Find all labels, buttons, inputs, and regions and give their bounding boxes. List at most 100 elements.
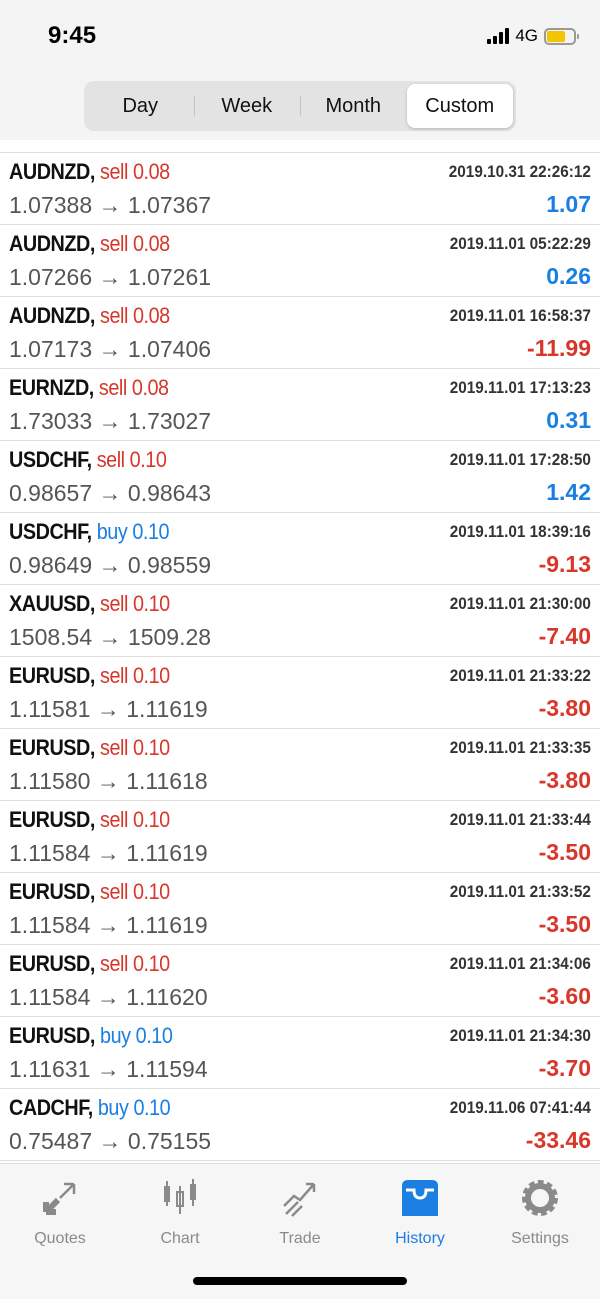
tab-label: Quotes — [34, 1230, 86, 1247]
trade-symbol: EURUSD, sell 0.10 — [9, 807, 170, 833]
history-list: AUDNZD, sell 0.08 2019.10.31 22:26:12 1.… — [0, 153, 600, 1161]
trade-symbol: EURUSD, sell 0.10 — [9, 951, 170, 977]
segment-week[interactable]: Week — [193, 84, 301, 128]
trade-side-volume: sell 0.08 — [100, 303, 170, 328]
tab-quotes[interactable]: Quotes — [0, 1164, 120, 1299]
trade-profit: -3.50 — [538, 911, 591, 937]
gear-icon — [522, 1180, 558, 1216]
trade-side-volume: sell 0.08 — [100, 231, 170, 256]
symbol: EURUSD, — [9, 951, 95, 976]
trade-time: 2019.11.06 07:41:44 — [449, 1098, 591, 1117]
trade-side-volume: sell 0.10 — [100, 663, 170, 688]
trade-time: 2019.10.31 22:26:12 — [448, 162, 591, 181]
trade-profit: -3.60 — [538, 983, 591, 1009]
trade-time: 2019.11.01 18:39:16 — [449, 522, 591, 541]
trade-prices: 1.07266 → 1.07261 — [9, 264, 212, 290]
trade-time: 2019.11.01 16:58:37 — [449, 306, 591, 325]
trade-prices: 1.11580 → 1.11618 — [9, 768, 208, 794]
header: 9:45 4G Day Week Month Custom — [0, 0, 600, 140]
tab-bar: Quotes Chart Trade History Settings — [0, 1163, 600, 1299]
tab-label: Trade — [279, 1230, 321, 1247]
quotes-icon — [43, 1182, 76, 1215]
trade-side-volume: buy 0.10 — [100, 1023, 173, 1048]
trade-prices: 1.11631 → 1.11594 — [9, 1056, 208, 1082]
trade-row[interactable]: USDCHF, sell 0.10 2019.11.01 17:28:50 0.… — [0, 441, 600, 513]
trade-profit: -3.70 — [538, 1055, 591, 1081]
trade-row[interactable]: EURUSD, sell 0.10 2019.11.01 21:33:22 1.… — [0, 657, 600, 729]
trade-prices: 0.98649 → 0.98559 — [9, 552, 212, 578]
symbol: EURUSD, — [9, 879, 95, 904]
trade-prices: 1.11581 → 1.11619 — [9, 696, 208, 722]
battery-icon — [544, 27, 579, 45]
symbol: EURUSD, — [9, 1023, 95, 1048]
trade-time: 2019.11.01 21:34:30 — [449, 1026, 591, 1045]
trade-row[interactable]: CADCHF, buy 0.10 2019.11.06 07:41:44 0.7… — [0, 1089, 600, 1161]
home-indicator — [193, 1277, 407, 1285]
symbol: CADCHF, — [9, 1095, 93, 1120]
trade-row[interactable]: EURUSD, sell 0.10 2019.11.01 21:34:06 1.… — [0, 945, 600, 1017]
tab-chart[interactable]: Chart — [120, 1164, 240, 1299]
trade-prices: 1.11584 → 1.11619 — [9, 912, 208, 938]
segment-month[interactable]: Month — [300, 84, 407, 128]
trade-side-volume: sell 0.10 — [100, 807, 170, 832]
tab-label: History — [395, 1230, 445, 1247]
tab-trade[interactable]: Trade — [240, 1164, 360, 1299]
status-time: 9:45 — [48, 22, 97, 49]
trade-prices: 1508.54 → 1509.28 — [9, 624, 212, 650]
segment-custom[interactable]: Custom — [406, 84, 513, 128]
symbol: EURNZD, — [9, 375, 94, 400]
trade-row[interactable]: AUDNZD, sell 0.08 2019.11.01 16:58:37 1.… — [0, 297, 600, 369]
trade-prices: 1.11584 → 1.11619 — [9, 840, 208, 866]
trade-symbol: USDCHF, sell 0.10 — [9, 447, 167, 473]
trade-profit: 1.42 — [546, 479, 591, 505]
tab-settings[interactable]: Settings — [480, 1164, 600, 1299]
trade-row[interactable]: AUDNZD, sell 0.08 2019.10.31 22:26:12 1.… — [0, 153, 600, 225]
trade-symbol: XAUUSD, sell 0.10 — [9, 591, 170, 617]
tab-label: Chart — [160, 1230, 200, 1247]
trade-row[interactable]: EURNZD, sell 0.08 2019.11.01 17:13:23 1.… — [0, 369, 600, 441]
symbol: USDCHF, — [9, 519, 92, 544]
trade-profit: -3.80 — [538, 767, 591, 793]
symbol: EURUSD, — [9, 735, 95, 760]
trade-symbol: CADCHF, buy 0.10 — [9, 1095, 171, 1121]
trade-time: 2019.11.01 17:13:23 — [449, 378, 591, 397]
segment-day[interactable]: Day — [122, 94, 159, 117]
trade-time: 2019.11.01 21:33:52 — [449, 882, 591, 901]
trade-profit: 0.26 — [546, 263, 591, 289]
tab-history[interactable]: History — [360, 1164, 480, 1299]
trade-row[interactable]: XAUUSD, sell 0.10 2019.11.01 21:30:00 15… — [0, 585, 600, 657]
trade-side-volume: sell 0.10 — [96, 447, 167, 472]
trade-side-volume: sell 0.08 — [98, 375, 169, 400]
trade-time: 2019.11.01 21:33:44 — [449, 810, 591, 829]
symbol: AUDNZD, — [9, 231, 95, 256]
trade-row[interactable]: EURUSD, sell 0.10 2019.11.01 21:33:52 1.… — [0, 873, 600, 945]
trade-profit: -3.50 — [538, 839, 591, 865]
trade-time: 2019.11.01 05:22:29 — [449, 234, 591, 253]
trade-row[interactable]: USDCHF, buy 0.10 2019.11.01 18:39:16 0.9… — [0, 513, 600, 585]
trade-symbol: EURUSD, sell 0.10 — [9, 879, 170, 905]
trade-side-volume: sell 0.10 — [100, 951, 170, 976]
trade-prices: 1.07388 → 1.07367 — [9, 192, 212, 218]
trade-time: 2019.11.01 21:33:22 — [449, 666, 591, 685]
trade-side-volume: buy 0.10 — [96, 519, 170, 544]
symbol: EURUSD, — [9, 807, 95, 832]
trade-symbol: AUDNZD, sell 0.08 — [9, 303, 170, 329]
trade-prices: 0.98657 → 0.98643 — [9, 480, 212, 506]
trade-symbol: EURNZD, sell 0.08 — [9, 375, 169, 401]
trade-row[interactable]: EURUSD, sell 0.10 2019.11.01 21:33:44 1.… — [0, 801, 600, 873]
trade-prices: 1.73033 → 1.73027 — [9, 408, 212, 434]
trade-prices: 1.07173 → 1.07406 — [9, 336, 212, 362]
history-icon — [402, 1180, 438, 1216]
network-label: 4G — [515, 26, 538, 45]
trade-symbol: EURUSD, sell 0.10 — [9, 735, 170, 761]
symbol: EURUSD, — [9, 663, 95, 688]
trade-row[interactable]: AUDNZD, sell 0.08 2019.11.01 05:22:29 1.… — [0, 225, 600, 297]
trade-row[interactable]: EURUSD, sell 0.10 2019.11.01 21:33:35 1.… — [0, 729, 600, 801]
trade-row[interactable]: EURUSD, buy 0.10 2019.11.01 21:34:30 1.1… — [0, 1017, 600, 1089]
trade-side-volume: sell 0.08 — [100, 159, 170, 184]
tab-label: Settings — [511, 1230, 569, 1247]
symbol: XAUUSD, — [9, 591, 95, 616]
trade-profit: -11.99 — [527, 335, 591, 361]
trade-side-volume: sell 0.10 — [100, 879, 170, 904]
signal-icon — [487, 28, 510, 44]
